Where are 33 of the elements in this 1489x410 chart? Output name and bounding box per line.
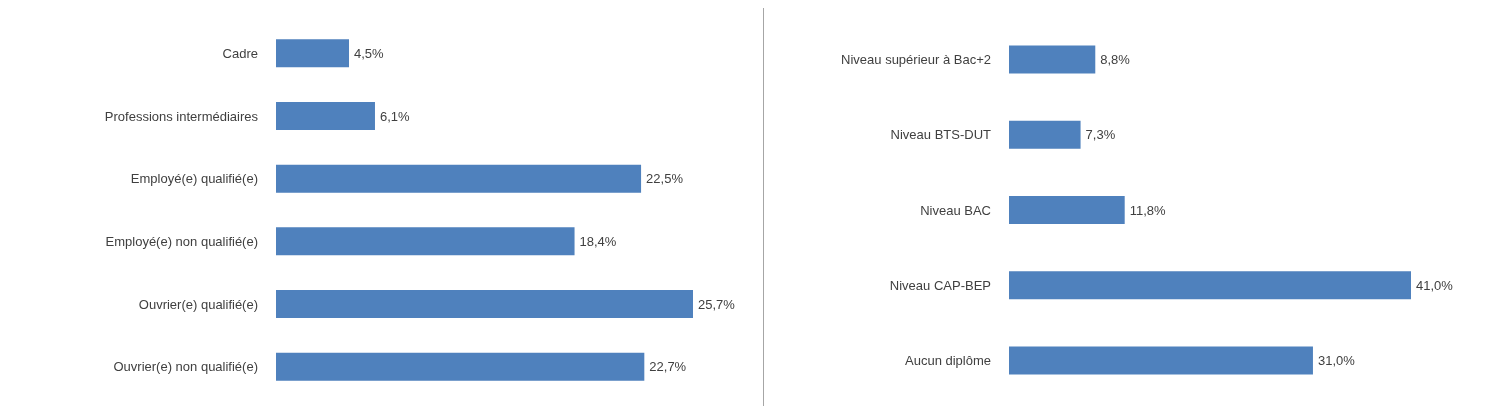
data-label: 25,7% — [698, 296, 736, 312]
data-label: 6,1% — [379, 108, 411, 124]
data-label: 7,3% — [1085, 127, 1116, 143]
bar — [276, 227, 575, 256]
y-tick-label: Employé(e) qualifié(e) — [130, 171, 258, 187]
bar — [276, 39, 350, 68]
data-label: 18,4% — [579, 233, 617, 249]
data-label: 22,7% — [649, 359, 687, 375]
y-tick-label: Niveau supérieur à Bac+2 — [841, 52, 991, 68]
y-tick-label: Niveau BAC — [920, 202, 991, 218]
bar — [276, 102, 375, 130]
bar — [276, 164, 642, 193]
y-tick-label: Employé(e) non qualifié(e) — [105, 233, 258, 249]
data-label: 31,0% — [1317, 352, 1356, 368]
bar — [1009, 45, 1096, 74]
bar — [276, 352, 645, 381]
y-tick-label: Ouvrier(e) qualifié(e) — [138, 296, 258, 312]
y-tick-label: Cadre — [222, 45, 258, 61]
data-label: 41,0% — [1416, 277, 1454, 293]
data-label: 22,5% — [646, 171, 684, 187]
bar — [1009, 271, 1411, 300]
y-tick-label: Niveau BTS-DUT — [890, 127, 992, 143]
data-label: 4,5% — [354, 45, 385, 61]
bar — [1009, 196, 1125, 224]
bar — [276, 290, 693, 318]
y-tick-label: Niveau CAP-BEP — [889, 277, 991, 293]
bar — [1009, 346, 1313, 375]
y-tick-label: Aucun diplôme — [905, 352, 991, 368]
data-label: 11,8% — [1129, 202, 1167, 218]
y-tick-label: Professions intermédiaires — [104, 108, 259, 124]
y-tick-label: Ouvrier(e) non qualifié(e) — [113, 359, 258, 375]
data-label: 8,8% — [1100, 52, 1131, 68]
bar — [1009, 120, 1081, 149]
